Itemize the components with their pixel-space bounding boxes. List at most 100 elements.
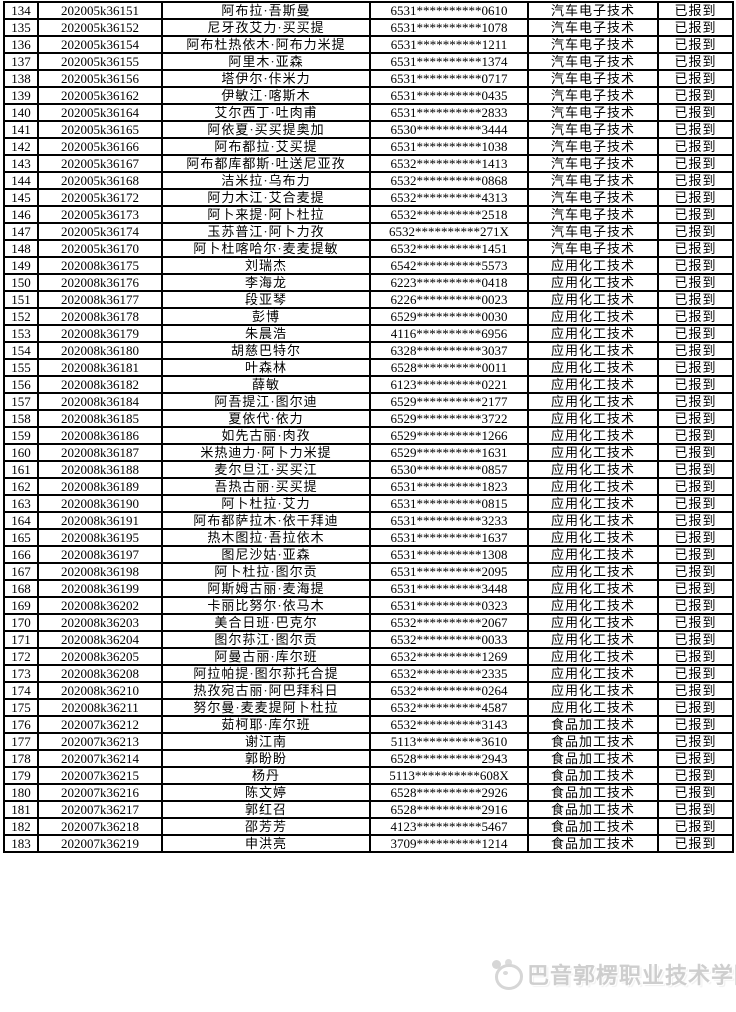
cell-status: 已报到 — [657, 647, 734, 666]
cell-student-id: 202008k36204 — [37, 630, 163, 649]
cell-row-number: 165 — [3, 528, 39, 547]
cell-student-id: 202005k36151 — [37, 1, 163, 20]
cell-student-id: 202007k36219 — [37, 834, 163, 853]
watermark-college-name: 巴音郭楞职业技术学院 — [527, 963, 736, 988]
cell-major: 汽车电子技术 — [527, 1, 659, 20]
cell-status: 已报到 — [657, 681, 734, 700]
cell-row-number: 160 — [3, 443, 39, 462]
cell-major: 应用化工技术 — [527, 613, 659, 632]
table-row: 159 202008k36186 如先古丽·肉孜 6529**********1266… — [3, 426, 734, 445]
cell-name: 阿布都拉·艾买提 — [161, 137, 371, 156]
cell-name: 热孜宛古丽·阿巴拜科日 — [161, 681, 371, 700]
cell-name: 阿卜杜拉·图尔贡 — [161, 562, 371, 581]
cell-student-id: 202008k36182 — [37, 375, 163, 394]
cell-name: 美合日班·巴克尔 — [161, 613, 371, 632]
cell-name: 阿布都萨拉木·依干拜迪 — [161, 511, 371, 530]
cell-id-number: 6529**********1266 — [369, 426, 529, 445]
cell-status: 已报到 — [657, 137, 734, 156]
cell-name: 阿卜杜拉·艾力 — [161, 494, 371, 513]
cell-major: 食品加工技术 — [527, 715, 659, 734]
cell-name: 彭博 — [161, 307, 371, 326]
cell-major: 应用化工技术 — [527, 307, 659, 326]
cell-student-id: 202008k36187 — [37, 443, 163, 462]
table-row: 146 202005k36173 阿卜来提·阿卜杜拉 6532**********25… — [3, 205, 734, 224]
cell-row-number: 153 — [3, 324, 39, 343]
cell-row-number: 173 — [3, 664, 39, 683]
cell-row-number: 163 — [3, 494, 39, 513]
cell-id-number: 6531**********1823 — [369, 477, 529, 496]
cell-id-number: 6532**********0868 — [369, 171, 529, 190]
cell-name: 阿卜来提·阿卜杜拉 — [161, 205, 371, 224]
cell-major: 应用化工技术 — [527, 392, 659, 411]
table-row: 162 202008k36189 吾热古丽·买买提 6531**********182… — [3, 477, 734, 496]
cell-name: 段亚琴 — [161, 290, 371, 309]
cell-name: 米热迪力·阿卜力米提 — [161, 443, 371, 462]
table-row: 179 202007k36215 杨丹 5113**********608X 食品加工技… — [3, 766, 734, 785]
cell-status: 已报到 — [657, 562, 734, 581]
cell-id-number: 6529**********2177 — [369, 392, 529, 411]
cell-student-id: 202008k36208 — [37, 664, 163, 683]
cell-student-id: 202007k36218 — [37, 817, 163, 836]
cell-row-number: 159 — [3, 426, 39, 445]
table-row: 180 202007k36216 陈文婷 6528**********2926 食品加工… — [3, 783, 734, 802]
cell-major: 应用化工技术 — [527, 443, 659, 462]
cell-row-number: 181 — [3, 800, 39, 819]
cell-status: 已报到 — [657, 18, 734, 37]
cell-status: 已报到 — [657, 324, 734, 343]
table-row: 168 202008k36199 阿斯姆古丽·麦海提 6531**********34… — [3, 579, 734, 598]
cell-row-number: 174 — [3, 681, 39, 700]
cell-status: 已报到 — [657, 834, 734, 853]
cell-status: 已报到 — [657, 477, 734, 496]
cell-row-number: 134 — [3, 1, 39, 20]
cell-name: 塔伊尔·佧米力 — [161, 69, 371, 88]
table-row: 139 202005k36162 伊敏江·喀斯木 6531**********0435… — [3, 86, 734, 105]
cell-row-number: 168 — [3, 579, 39, 598]
cell-id-number: 4116**********6956 — [369, 324, 529, 343]
cell-status: 已报到 — [657, 256, 734, 275]
cell-id-number: 6542**********5573 — [369, 256, 529, 275]
cell-student-id: 202007k36212 — [37, 715, 163, 734]
cell-row-number: 180 — [3, 783, 39, 802]
cell-id-number: 6532**********1269 — [369, 647, 529, 666]
cell-name: 阿布拉·吾斯曼 — [161, 1, 371, 20]
cell-row-number: 158 — [3, 409, 39, 428]
cell-id-number: 6531**********1038 — [369, 137, 529, 156]
cell-status: 已报到 — [657, 817, 734, 836]
registration-table: 134 202005k36151 阿布拉·吾斯曼 6531**********0610… — [3, 1, 734, 853]
cell-status: 已报到 — [657, 358, 734, 377]
cell-major: 应用化工技术 — [527, 511, 659, 530]
table-row: 177 202007k36213 谢江南 5113**********3610 食品加工… — [3, 732, 734, 751]
cell-row-number: 144 — [3, 171, 39, 190]
cell-student-id: 202005k36167 — [37, 154, 163, 173]
table-row: 149 202008k36175 刘瑞杰 6542**********5573 应用化工… — [3, 256, 734, 275]
cell-student-id: 202008k36176 — [37, 273, 163, 292]
table-row: 172 202008k36205 阿曼古丽·库尔班 6532**********126… — [3, 647, 734, 666]
cell-id-number: 6532**********2067 — [369, 613, 529, 632]
cell-student-id: 202008k36198 — [37, 562, 163, 581]
cell-id-number: 5113**********608X — [369, 766, 529, 785]
table-row: 138 202005k36156 塔伊尔·佧米力 6531**********0717… — [3, 69, 734, 88]
cell-major: 应用化工技术 — [527, 256, 659, 275]
cell-student-id: 202005k36166 — [37, 137, 163, 156]
cell-student-id: 202005k36156 — [37, 69, 163, 88]
table-row: 140 202005k36164 艾尔西丁·吐肉甫 6531**********283… — [3, 103, 734, 122]
cell-row-number: 137 — [3, 52, 39, 71]
table-row: 174 202008k36210 热孜宛古丽·阿巴拜科日 6532**********… — [3, 681, 734, 700]
cell-major: 应用化工技术 — [527, 647, 659, 666]
cell-row-number: 142 — [3, 137, 39, 156]
cell-status: 已报到 — [657, 443, 734, 462]
cell-status: 已报到 — [657, 460, 734, 479]
cell-id-number: 6532**********4313 — [369, 188, 529, 207]
table-row: 160 202008k36187 米热迪力·阿卜力米提 6529**********1… — [3, 443, 734, 462]
cell-id-number: 6532**********4587 — [369, 698, 529, 717]
cell-major: 汽车电子技术 — [527, 86, 659, 105]
cell-id-number: 6530**********0857 — [369, 460, 529, 479]
cell-row-number: 157 — [3, 392, 39, 411]
cell-id-number: 3709**********1214 — [369, 834, 529, 853]
cell-major: 应用化工技术 — [527, 681, 659, 700]
cell-status: 已报到 — [657, 69, 734, 88]
cell-status: 已报到 — [657, 222, 734, 241]
cell-status: 已报到 — [657, 290, 734, 309]
table-row: 142 202005k36166 阿布都拉·艾买提 6531**********103… — [3, 137, 734, 156]
